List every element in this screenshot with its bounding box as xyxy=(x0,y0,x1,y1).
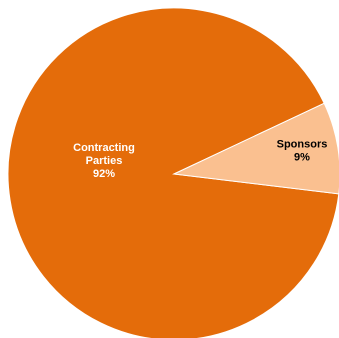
pie-slices xyxy=(8,8,339,338)
